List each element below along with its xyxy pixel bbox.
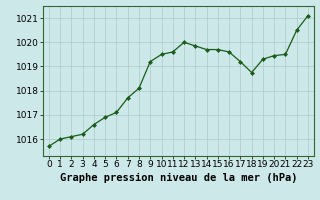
X-axis label: Graphe pression niveau de la mer (hPa): Graphe pression niveau de la mer (hPa) (60, 173, 297, 183)
